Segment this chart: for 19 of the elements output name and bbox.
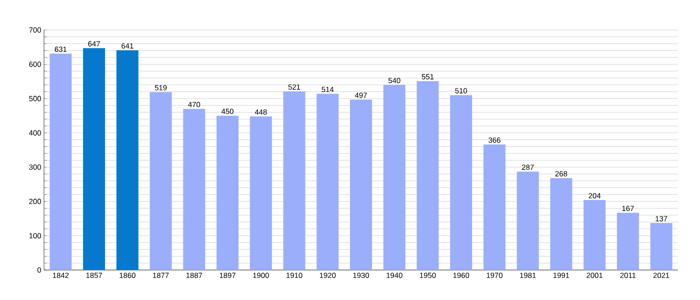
bar xyxy=(383,84,406,270)
bar xyxy=(584,200,606,270)
bar xyxy=(416,81,439,270)
bar xyxy=(650,223,672,270)
bar xyxy=(250,116,272,270)
bar xyxy=(516,172,539,270)
bar xyxy=(283,91,306,270)
bar xyxy=(183,108,206,270)
bar xyxy=(150,92,172,270)
bar xyxy=(216,116,239,270)
bar xyxy=(50,54,72,270)
bar xyxy=(616,212,639,270)
bar xyxy=(350,100,372,270)
bar xyxy=(83,48,106,270)
bar xyxy=(483,144,506,270)
bar xyxy=(316,94,339,270)
bar xyxy=(450,95,472,270)
bar xyxy=(116,50,138,270)
bar xyxy=(550,178,572,270)
